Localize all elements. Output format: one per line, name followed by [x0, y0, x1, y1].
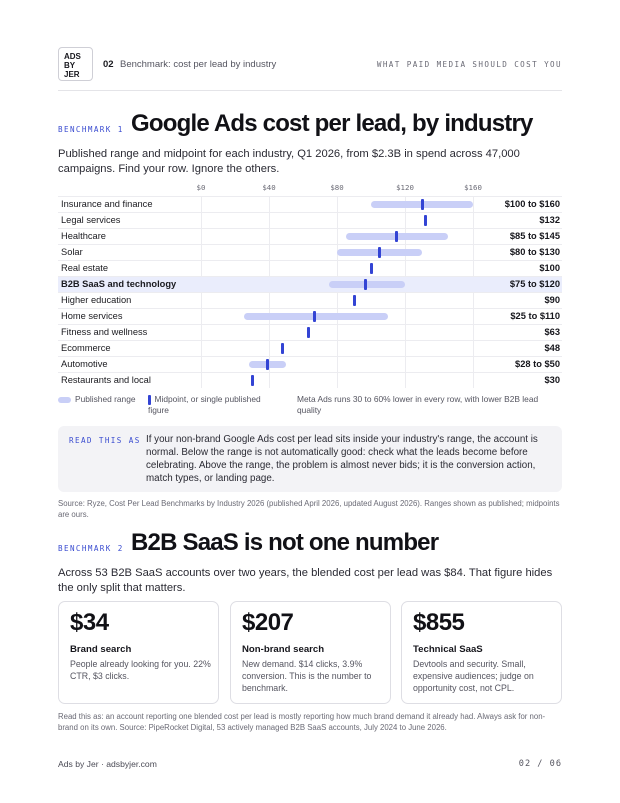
stat-value: $207 [242, 609, 294, 636]
midpoint-marker [369, 263, 373, 274]
midpoint-marker [420, 199, 424, 210]
stat-value: $34 [70, 609, 109, 636]
logo-line: BY [64, 61, 76, 70]
document-title: WHAT PAID MEDIA SHOULD COST YOU [376, 60, 562, 69]
benchmark-2-kicker: BENCHMARK 2 [58, 544, 124, 553]
row-value: $25 to $110 [510, 311, 560, 321]
row-label: Higher education [61, 295, 132, 305]
benchmark-1-source: Source: Ryze, Cost Per Lead Benchmarks b… [58, 499, 560, 519]
callout-text: If your non-brand Google Ads cost per le… [146, 434, 538, 484]
row-value: $90 [544, 295, 560, 305]
chart-row: Legal services $132 [58, 212, 562, 228]
midpoint-marker [352, 295, 356, 306]
legend-range: Published range [58, 394, 148, 405]
row-value: $80 to $130 [509, 247, 560, 257]
midpoint-marker [250, 375, 254, 386]
stat-card-non-brand: $207 Non-brand search New demand. $14 cl… [230, 601, 391, 704]
chart-row: Higher education $90 [58, 292, 562, 308]
section-number: 02 [103, 59, 114, 70]
row-value: $28 to $50 [515, 359, 560, 369]
row-value: $100 to $160 [504, 199, 560, 209]
logo: ADS BY JER [58, 47, 93, 81]
row-label: Fitness and wellness [61, 327, 148, 337]
callout-tag: READ THIS AS [69, 436, 141, 445]
row-label: Home services [61, 311, 123, 321]
row-label: Restaurants and local [61, 375, 151, 385]
row-label: Real estate [61, 263, 109, 273]
stat-description: People already looking for you. 22% CTR,… [70, 659, 211, 681]
chart-row: Solar $80 to $130 [58, 244, 562, 260]
stat-description: Devtools and security. Small, expensive … [413, 659, 534, 693]
chart-row: Restaurants and local $30 [58, 372, 562, 388]
read-this-as-callout: READ THIS AS If your non-brand Google Ad… [58, 426, 562, 492]
legend-note: Meta Ads runs 30 to 60% lower in every r… [297, 394, 539, 415]
stat-card-technical: $855 Technical SaaS Devtools and securit… [401, 601, 562, 704]
midpoint-marker [265, 359, 269, 370]
chart-row: Ecommerce $48 [58, 340, 562, 356]
page-header: ADS BY JER 02 Benchmark: cost per lead b… [58, 47, 562, 91]
stat-heading: Technical SaaS [413, 644, 483, 655]
row-label: Healthcare [61, 231, 106, 241]
x-tick-label: $40 [262, 183, 276, 192]
cpl-range-chart: $0 $40 $80 $120 $160 Insurance and finance $10… [58, 180, 562, 390]
footer-brand: Ads by Jer · adsbyjer.com [58, 759, 157, 769]
legend-range-label: Published range [75, 394, 136, 404]
row-value: $30 [544, 375, 560, 385]
x-tick-label: $160 [464, 183, 482, 192]
chart-row: B2B SaaS and technology $75 to $120 [58, 276, 562, 292]
logo-line: ADS [64, 52, 81, 61]
midpoint-marker [306, 327, 310, 338]
range-swatch-icon [58, 396, 71, 403]
midpoint-marker [378, 247, 381, 258]
row-label: Legal services [61, 215, 121, 225]
x-tick-label: $0 [196, 183, 206, 192]
benchmark-2-source: Read this as: an account reporting one b… [58, 712, 546, 732]
row-value: $132 [539, 215, 560, 225]
chart-row: Real estate $100 [58, 260, 562, 276]
x-tick-label: $120 [396, 183, 414, 192]
page-number: 02 / 06 [518, 759, 562, 769]
chart-row: Healthcare $85 to $145 [58, 228, 562, 244]
benchmark-2-lead: Across 53 B2B SaaS accounts over two yea… [58, 567, 553, 594]
row-label: Insurance and finance [61, 199, 153, 209]
row-value: $85 to $145 [509, 231, 560, 241]
stat-value: $855 [413, 609, 465, 636]
midpoint-marker [364, 279, 368, 290]
midpoint-marker [423, 215, 427, 226]
benchmark-2-title: B2B SaaS is not one number [131, 529, 439, 556]
chart-row: Insurance and finance $100 to $160 [58, 196, 562, 212]
row-value: $100 [539, 263, 560, 273]
row-value: $48 [544, 343, 560, 353]
chart-row: Fitness and wellness $63 [58, 324, 562, 340]
stat-heading: Brand search [70, 644, 132, 655]
row-label: Automotive [61, 359, 108, 369]
benchmark-1-title: Google Ads cost per lead, by industry [131, 110, 533, 137]
chart-row: Home services $25 to $110 [58, 308, 562, 324]
row-label: Solar [61, 247, 83, 257]
logo-line: JER [64, 70, 80, 79]
row-value: $63 [544, 327, 560, 337]
midpoint-marker [313, 311, 317, 322]
chart-row: Automotive $28 to $50 [58, 356, 562, 372]
section-title: Benchmark: cost per lead by industry [120, 59, 277, 70]
midpoint-marker [281, 343, 285, 354]
row-label: Ecommerce [61, 343, 111, 353]
legend-midpoint: Midpoint, or single published figure [148, 394, 283, 416]
row-label: B2B SaaS and technology [61, 279, 177, 289]
stat-card-brand: $34 Brand search People already looking … [58, 601, 219, 704]
benchmark-1-lead: Published range and midpoint for each in… [58, 148, 520, 175]
stat-description: New demand. $14 clicks, 3.9% conversion.… [242, 659, 372, 693]
legend-midpoint-label: Midpoint, or single published figure [148, 394, 261, 415]
row-value: $75 to $120 [509, 279, 560, 289]
stat-heading: Non-brand search [242, 644, 325, 655]
midpoint-marker-icon [148, 394, 151, 405]
midpoint-marker [395, 231, 398, 242]
benchmark-1-kicker: BENCHMARK 1 [58, 125, 124, 134]
x-tick-label: $80 [330, 183, 344, 192]
